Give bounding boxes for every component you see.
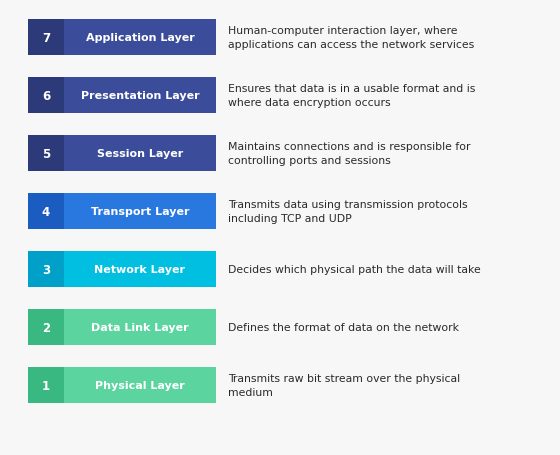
Bar bbox=[64, 309, 216, 345]
Bar bbox=[28, 309, 64, 345]
Text: Transmits data using transmission protocols
including TCP and UDP: Transmits data using transmission protoc… bbox=[228, 200, 468, 223]
Text: 3: 3 bbox=[42, 263, 50, 276]
Text: Transport Layer: Transport Layer bbox=[91, 207, 189, 217]
Text: Ensures that data is in a usable format and is
where data encryption occurs: Ensures that data is in a usable format … bbox=[228, 84, 475, 107]
Bar bbox=[64, 252, 216, 288]
Bar bbox=[64, 20, 216, 56]
Text: Defines the format of data on the network: Defines the format of data on the networ… bbox=[228, 322, 459, 332]
Text: 4: 4 bbox=[42, 205, 50, 218]
Text: Decides which physical path the data will take: Decides which physical path the data wil… bbox=[228, 264, 480, 274]
Text: Human-computer interaction layer, where
applications can access the network serv: Human-computer interaction layer, where … bbox=[228, 26, 474, 50]
Bar bbox=[28, 20, 64, 56]
Bar bbox=[28, 367, 64, 403]
Text: Data Link Layer: Data Link Layer bbox=[91, 322, 189, 332]
Text: 2: 2 bbox=[42, 321, 50, 334]
Bar bbox=[28, 252, 64, 288]
Text: 7: 7 bbox=[42, 31, 50, 45]
Bar bbox=[28, 78, 64, 114]
Text: Presentation Layer: Presentation Layer bbox=[81, 91, 199, 101]
Bar bbox=[28, 193, 64, 229]
Bar bbox=[64, 78, 216, 114]
Text: 1: 1 bbox=[42, 379, 50, 392]
Bar bbox=[64, 136, 216, 172]
Bar bbox=[64, 367, 216, 403]
Text: Transmits raw bit stream over the physical
medium: Transmits raw bit stream over the physic… bbox=[228, 374, 460, 397]
Text: Physical Layer: Physical Layer bbox=[95, 380, 185, 390]
Text: Maintains connections and is responsible for
controlling ports and sessions: Maintains connections and is responsible… bbox=[228, 142, 470, 166]
Text: 6: 6 bbox=[42, 89, 50, 102]
Text: Application Layer: Application Layer bbox=[86, 33, 194, 43]
Text: 5: 5 bbox=[42, 147, 50, 160]
Text: Network Layer: Network Layer bbox=[95, 264, 185, 274]
Bar bbox=[64, 193, 216, 229]
Text: Session Layer: Session Layer bbox=[97, 149, 183, 159]
Bar bbox=[28, 136, 64, 172]
